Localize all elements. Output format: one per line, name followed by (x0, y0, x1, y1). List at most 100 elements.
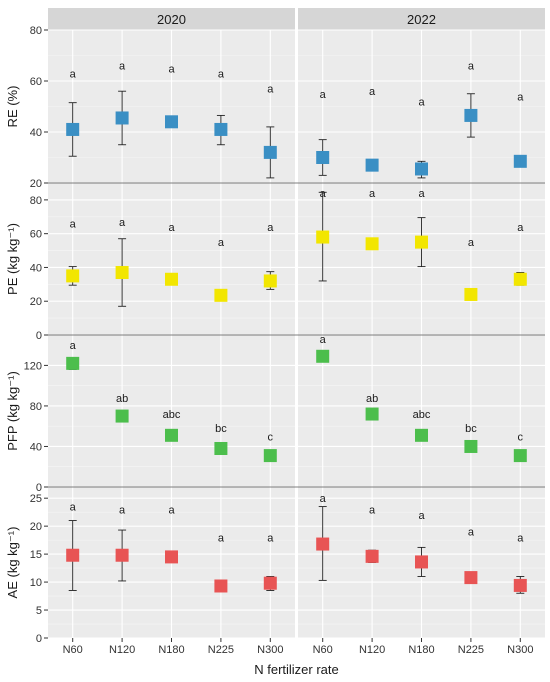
y-tick-label: 80 (30, 401, 42, 413)
data-point-2020-N120 (115, 548, 129, 562)
significance-letter: a (70, 219, 77, 231)
significance-letter: a (517, 532, 524, 544)
data-point-2020-N120 (115, 111, 129, 125)
data-point-2020-N180 (165, 428, 178, 442)
panel-2: 0 40 80 120 PFP (kg kg⁻¹) a ab abc bc c a ab abc bc c (5, 334, 545, 494)
significance-letter: bc (465, 423, 477, 435)
panel-0: 20 40 60 80 RE (%) a a a a a a a a a a (5, 25, 545, 190)
data-point-2022-N120 (365, 237, 379, 251)
y-tick-label: 60 (30, 76, 42, 88)
significance-letter: a (267, 532, 274, 544)
y-tick-label: 120 (24, 360, 42, 372)
data-point-2020-N180 (165, 115, 178, 129)
significance-letter: a (468, 527, 475, 539)
panel-1: 0 20 40 60 80 PE (kg kg⁻¹) a a a a a a a a a a (5, 182, 545, 342)
y-tick-label: 80 (30, 195, 42, 207)
significance-letter: a (70, 68, 77, 80)
significance-letter: a (168, 222, 175, 234)
data-point-2022-N180 (415, 428, 428, 442)
data-point-2020-N300 (263, 145, 277, 159)
y-tick-label: 40 (30, 127, 42, 139)
significance-letter: a (70, 502, 77, 514)
significance-letter: a (369, 504, 376, 516)
significance-letter: a (418, 510, 425, 522)
data-point-2022-N120 (365, 407, 379, 421)
data-point-2020-N120 (115, 266, 129, 280)
significance-letter: a (320, 89, 327, 101)
y-tick-label: 15 (30, 549, 42, 561)
significance-letter: a (218, 68, 225, 80)
data-point-2022-N225 (464, 108, 478, 122)
y-tick-label: 40 (30, 262, 42, 274)
y-tick-label: 0 (36, 330, 42, 342)
y-axis-title: AE (kg kg⁻¹) (5, 527, 20, 599)
data-point-2020-N120 (115, 409, 129, 423)
data-point-2022-N180 (415, 162, 428, 176)
significance-letter: a (267, 222, 274, 234)
data-point-2022-N180 (415, 555, 428, 569)
significance-letter: a (218, 237, 225, 249)
data-point-2022-N60 (316, 537, 330, 551)
significance-letter: a (369, 188, 376, 200)
data-point-2020-N225 (214, 441, 228, 455)
data-point-2022-N300 (513, 449, 527, 463)
data-point-2020-N225 (214, 122, 228, 136)
significance-letter: ab (116, 393, 128, 405)
significance-letter: a (418, 96, 425, 108)
data-point-2020-N60 (66, 356, 80, 370)
y-tick-label: 60 (30, 229, 42, 241)
x-tick-label-N60: N60 (63, 644, 83, 656)
significance-letter: a (70, 340, 77, 352)
significance-letter: a (119, 61, 126, 73)
significance-letter: ab (366, 393, 378, 405)
y-tick-label: 0 (36, 482, 42, 494)
data-point-2022-N225 (464, 287, 478, 301)
significance-letter: a (267, 84, 274, 96)
y-axis-title: RE (%) (5, 86, 20, 128)
significance-letter: c (518, 431, 524, 443)
significance-letter: a (320, 493, 327, 505)
y-tick-label: 0 (36, 633, 42, 645)
data-point-2022-N60 (316, 151, 330, 164)
significance-letter: a (369, 86, 376, 98)
x-tick-label-N120: N120 (359, 644, 385, 656)
x-tick-label-N120: N120 (109, 644, 135, 656)
data-point-2022-N120 (365, 158, 379, 172)
y-tick-label: 20 (30, 178, 42, 190)
y-tick-label: 40 (30, 441, 42, 453)
significance-letter: bc (215, 423, 227, 435)
significance-letter: a (320, 188, 327, 200)
significance-letter: a (468, 237, 475, 249)
y-tick-label: 10 (30, 577, 42, 589)
panel-3: 0 5 10 15 20 25 AE (kg kg⁻¹) a a a a a a a a a a (5, 486, 545, 645)
y-tick-label: 25 (30, 493, 42, 505)
facet-strip-2022 (298, 8, 545, 30)
significance-letter: abc (413, 409, 431, 421)
significance-letter: abc (163, 409, 181, 421)
x-tick-label-N225: N225 (208, 644, 234, 656)
significance-letter: a (517, 222, 524, 234)
data-point-2020-N300 (263, 576, 277, 590)
data-point-2022-N300 (513, 154, 527, 168)
x-axis-title: N fertilizer rate (254, 662, 339, 677)
data-point-2022-N300 (513, 272, 527, 286)
significance-letter: c (268, 431, 274, 443)
y-tick-label: 80 (30, 25, 42, 37)
y-tick-label: 20 (30, 521, 42, 533)
significance-letter: a (168, 504, 175, 516)
significance-letter: a (168, 63, 175, 75)
facet-label-2020: 2020 (157, 12, 186, 27)
data-point-2020-N60 (66, 548, 80, 562)
significance-letter: a (418, 188, 425, 200)
significance-letter: a (119, 504, 126, 516)
data-point-2022-N60 (316, 349, 330, 363)
data-point-2022-N180 (415, 235, 428, 249)
significance-letter: a (517, 91, 524, 103)
facet-strip-2020 (48, 8, 295, 30)
data-point-2020-N60 (66, 122, 80, 136)
x-tick-label-N180: N180 (408, 644, 434, 656)
y-axis-title: PE (kg kg⁻¹) (5, 223, 20, 295)
data-point-2022-N225 (464, 439, 478, 453)
facet-label-2022: 2022 (407, 12, 436, 27)
x-tick-label-N60: N60 (313, 644, 333, 656)
